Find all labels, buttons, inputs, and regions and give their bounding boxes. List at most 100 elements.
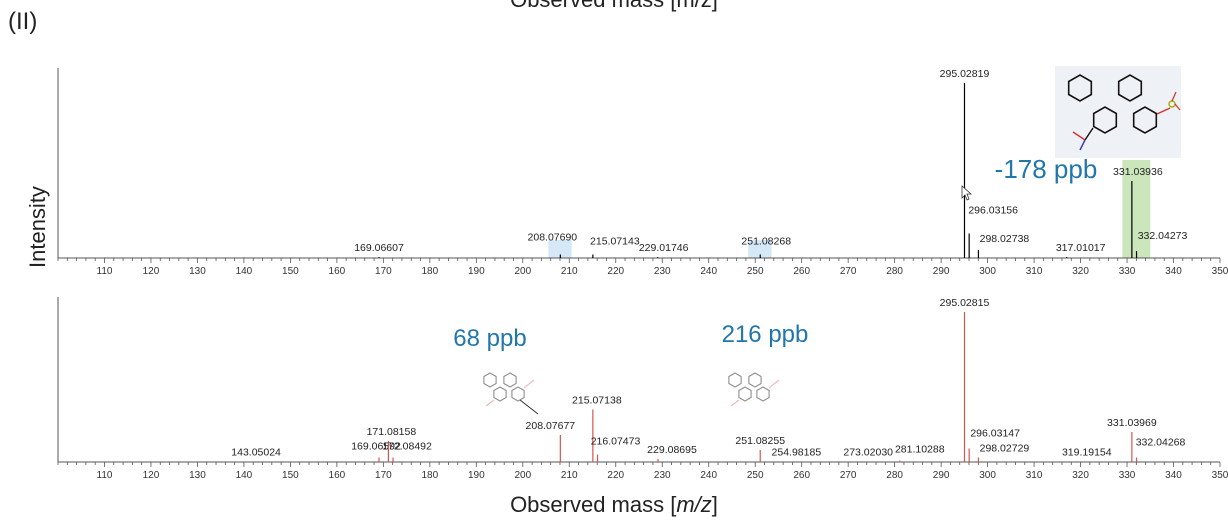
- highlight-band: [548, 240, 572, 258]
- x-tick-label: 140: [236, 266, 253, 277]
- x-tick-label: 110: [97, 266, 113, 277]
- x-tick-label: 160: [329, 470, 346, 481]
- structure-drawings: [483, 66, 1181, 415]
- x-tick-label: 260: [793, 266, 810, 277]
- x-tick-label: 190: [468, 266, 485, 277]
- x-tick-label: 260: [793, 470, 810, 481]
- cursor-icon: [961, 185, 973, 201]
- x-tick-label: 130: [189, 266, 206, 277]
- peak-label: 216.07473: [591, 436, 641, 448]
- x-tick-label: 170: [375, 266, 392, 277]
- peak-label: 332.04268: [1136, 437, 1186, 449]
- x-tick-label: 120: [143, 266, 160, 277]
- x-tick-label: 290: [933, 470, 950, 481]
- x-tick-label: 170: [375, 470, 392, 481]
- benzene-ring-lower: [1132, 106, 1158, 134]
- x-tick-label: 180: [421, 470, 438, 481]
- mini-ring: [511, 386, 525, 402]
- panel-label: (II): [8, 8, 38, 35]
- x-tick-label: 290: [933, 266, 950, 277]
- x-tick-label: 230: [654, 266, 671, 277]
- leader-line: [519, 399, 539, 415]
- peak-label: 298.02729: [980, 443, 1030, 455]
- x-tick-label: 320: [1072, 266, 1089, 277]
- peak-label: 143.05024: [231, 446, 281, 458]
- peak-label: 296.03156: [968, 205, 1018, 217]
- peak-label: 295.02815: [940, 297, 990, 309]
- mini-bond: [768, 379, 780, 389]
- peak-label: 295.02819: [940, 68, 990, 80]
- x-tick-label: 310: [1026, 470, 1043, 481]
- peak-label: 273.02030: [843, 446, 893, 458]
- azepine-ring: [1092, 106, 1118, 134]
- x-tick-label: 220: [607, 266, 624, 277]
- peak-label: 331.03969: [1107, 417, 1157, 429]
- x-tick-label: 320: [1072, 470, 1089, 481]
- benzene-ring-right: [1117, 74, 1143, 102]
- peak-label: 281.10288: [895, 444, 945, 456]
- ppb-annotation: 68 ppb: [453, 325, 526, 352]
- ppb-annotation: -178 ppb: [995, 154, 1098, 184]
- peak-label: 332.04273: [1138, 230, 1188, 242]
- bond-carbonyl: [1072, 131, 1086, 141]
- peak-label: 229.01746: [639, 242, 689, 254]
- peak-label: 169.06607: [354, 242, 404, 254]
- x-tick-label: 160: [329, 266, 346, 277]
- x-tick-label: 210: [561, 470, 578, 481]
- peak-label: 172.08492: [382, 441, 432, 453]
- peak-label: 208.07690: [528, 232, 578, 244]
- x-tick-label: 120: [143, 470, 160, 481]
- ppb-annotation: 216 ppb: [722, 321, 809, 348]
- x-tick-label: 110: [97, 470, 113, 481]
- benzene-ring-left: [1067, 74, 1093, 102]
- x-tick-label: 200: [514, 266, 531, 277]
- x-tick-label: 300: [979, 470, 996, 481]
- highlight-band: [748, 240, 772, 258]
- x-tick-label: 270: [840, 470, 857, 481]
- x-axis-label-suffix: ]: [711, 492, 718, 517]
- x-axis-label-prefix: Observed mass [: [510, 492, 677, 517]
- x-tick-label: 330: [1119, 266, 1136, 277]
- x-tick-label: 340: [1165, 266, 1182, 277]
- x-tick-label: 240: [700, 470, 717, 481]
- x-axis-label: Observed mass [m/z]: [0, 492, 1228, 518]
- mini-ring: [483, 372, 497, 388]
- highlight-band: [1122, 160, 1151, 258]
- x-tick-label: 270: [840, 266, 857, 277]
- mini-ring: [748, 372, 762, 388]
- peak-label: 215.07143: [590, 236, 640, 248]
- bond-so: [1171, 91, 1177, 102]
- x-tick-label: 350: [1212, 470, 1228, 481]
- x-tick-label: 230: [654, 470, 671, 481]
- peak-label: 251.08268: [741, 236, 791, 248]
- bond-amide: [1079, 139, 1086, 151]
- bottom-spectrum-panel: 110 120 130 140 150 160 170 180 190 200 210 220 230 2…: [57, 297, 1228, 481]
- peak-label: 254.98185: [772, 446, 822, 458]
- mini-bond: [730, 399, 740, 407]
- peak-label: 229.08695: [647, 444, 697, 456]
- x-tick-label: 350: [1212, 266, 1228, 277]
- x-tick-label: 210: [561, 266, 578, 277]
- peak-label: 319.19154: [1062, 446, 1112, 458]
- peak-label: 171.08158: [367, 426, 417, 438]
- x-tick-label: 130: [189, 470, 206, 481]
- top-cut-title: Observed mass [m/z]: [0, 0, 1228, 13]
- x-tick-label: 250: [747, 470, 764, 481]
- peak-label: 208.07677: [526, 420, 576, 432]
- x-tick-label: 150: [282, 470, 299, 481]
- x-tick-label: 200: [514, 470, 531, 481]
- x-tick-label: 240: [700, 266, 717, 277]
- peak-label: 317.01017: [1056, 242, 1106, 254]
- peak-label: 296.03147: [970, 428, 1020, 440]
- mini-structure-left: [483, 372, 535, 407]
- mini-ring: [738, 386, 752, 402]
- x-tick-label: 140: [236, 470, 253, 481]
- top-cut-title-text: Observed mass [m/z]: [510, 0, 718, 12]
- x-tick-label: 310: [1026, 266, 1043, 277]
- x-tick-label: 190: [468, 470, 485, 481]
- peak-label: 298.02738: [980, 233, 1030, 245]
- mini-bond: [523, 379, 535, 389]
- x-tick-label: 280: [886, 266, 903, 277]
